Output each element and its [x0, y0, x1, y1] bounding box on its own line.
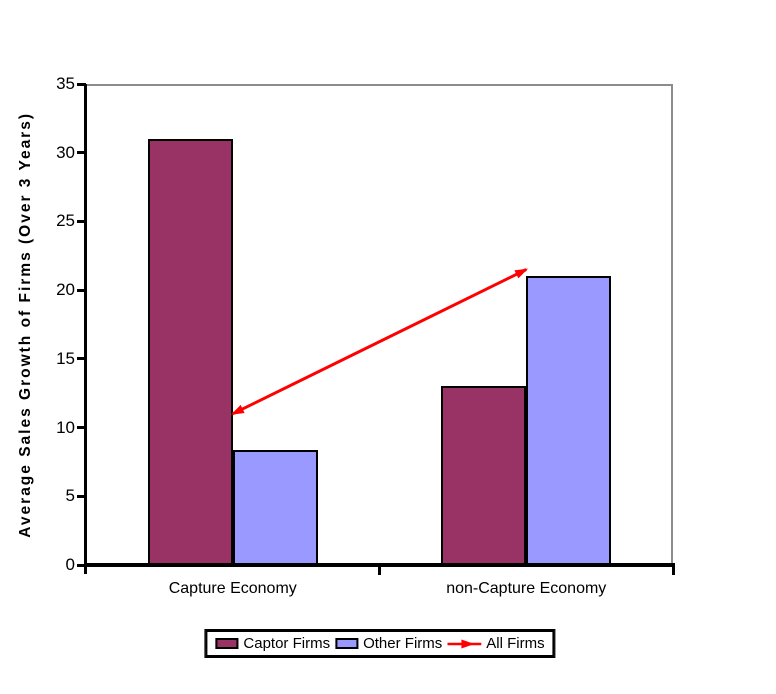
y-tick-mark-0 — [77, 563, 86, 567]
y-tick-mark-20 — [77, 288, 86, 292]
bar-captor-firms-non-capture-economy — [441, 386, 527, 565]
y-tick-label-5: 5 — [65, 486, 75, 506]
x-tick-mark — [378, 563, 381, 575]
legend-swatch-captor-firms — [215, 638, 239, 649]
bar-captor-firms-capture-economy — [147, 138, 233, 565]
legend-arrow-icon — [447, 638, 482, 650]
y-tick-label-10: 10 — [56, 417, 75, 437]
y-tick-mark-30 — [77, 151, 86, 155]
y-tick-label-35: 35 — [56, 74, 75, 93]
y-tick-label-0: 0 — [65, 555, 75, 574]
x-tick-mark — [671, 563, 675, 575]
y-tick-mark-5 — [77, 494, 86, 498]
y-tick-label-30: 30 — [56, 142, 75, 162]
plot-area-border — [86, 84, 673, 565]
y-axis-title: Average Sales Growth of Firms (Over 3 Ye… — [17, 111, 34, 538]
legend-swatch-other-firms — [335, 638, 359, 649]
y-axis-line — [84, 84, 87, 574]
y-tick-label-20: 20 — [56, 280, 75, 300]
y-tick-mark-25 — [77, 219, 86, 223]
legend-label-other-firms: Other Firms — [363, 635, 443, 652]
y-tick-label-25: 25 — [56, 211, 75, 231]
legend: Captor Firms Other Firms All Firms — [204, 629, 556, 658]
y-tick-mark-15 — [77, 357, 86, 361]
y-tick-label-15: 15 — [56, 348, 75, 368]
legend-label-captor-firms: Captor Firms — [243, 635, 331, 652]
bar-other-firms-non-capture-economy — [526, 276, 612, 565]
y-tick-mark-35 — [77, 82, 86, 86]
legend-label-all-firms: All Firms — [486, 635, 545, 652]
y-tick-mark-10 — [77, 426, 86, 430]
bar-other-firms-capture-economy — [232, 449, 318, 565]
category-label-non-capture-economy: non-Capture Economy — [446, 580, 607, 597]
y-axis-title-container: Average Sales Growth of Firms (Over 3 Ye… — [8, 84, 44, 565]
category-label-capture-economy: Capture Economy — [168, 580, 297, 597]
